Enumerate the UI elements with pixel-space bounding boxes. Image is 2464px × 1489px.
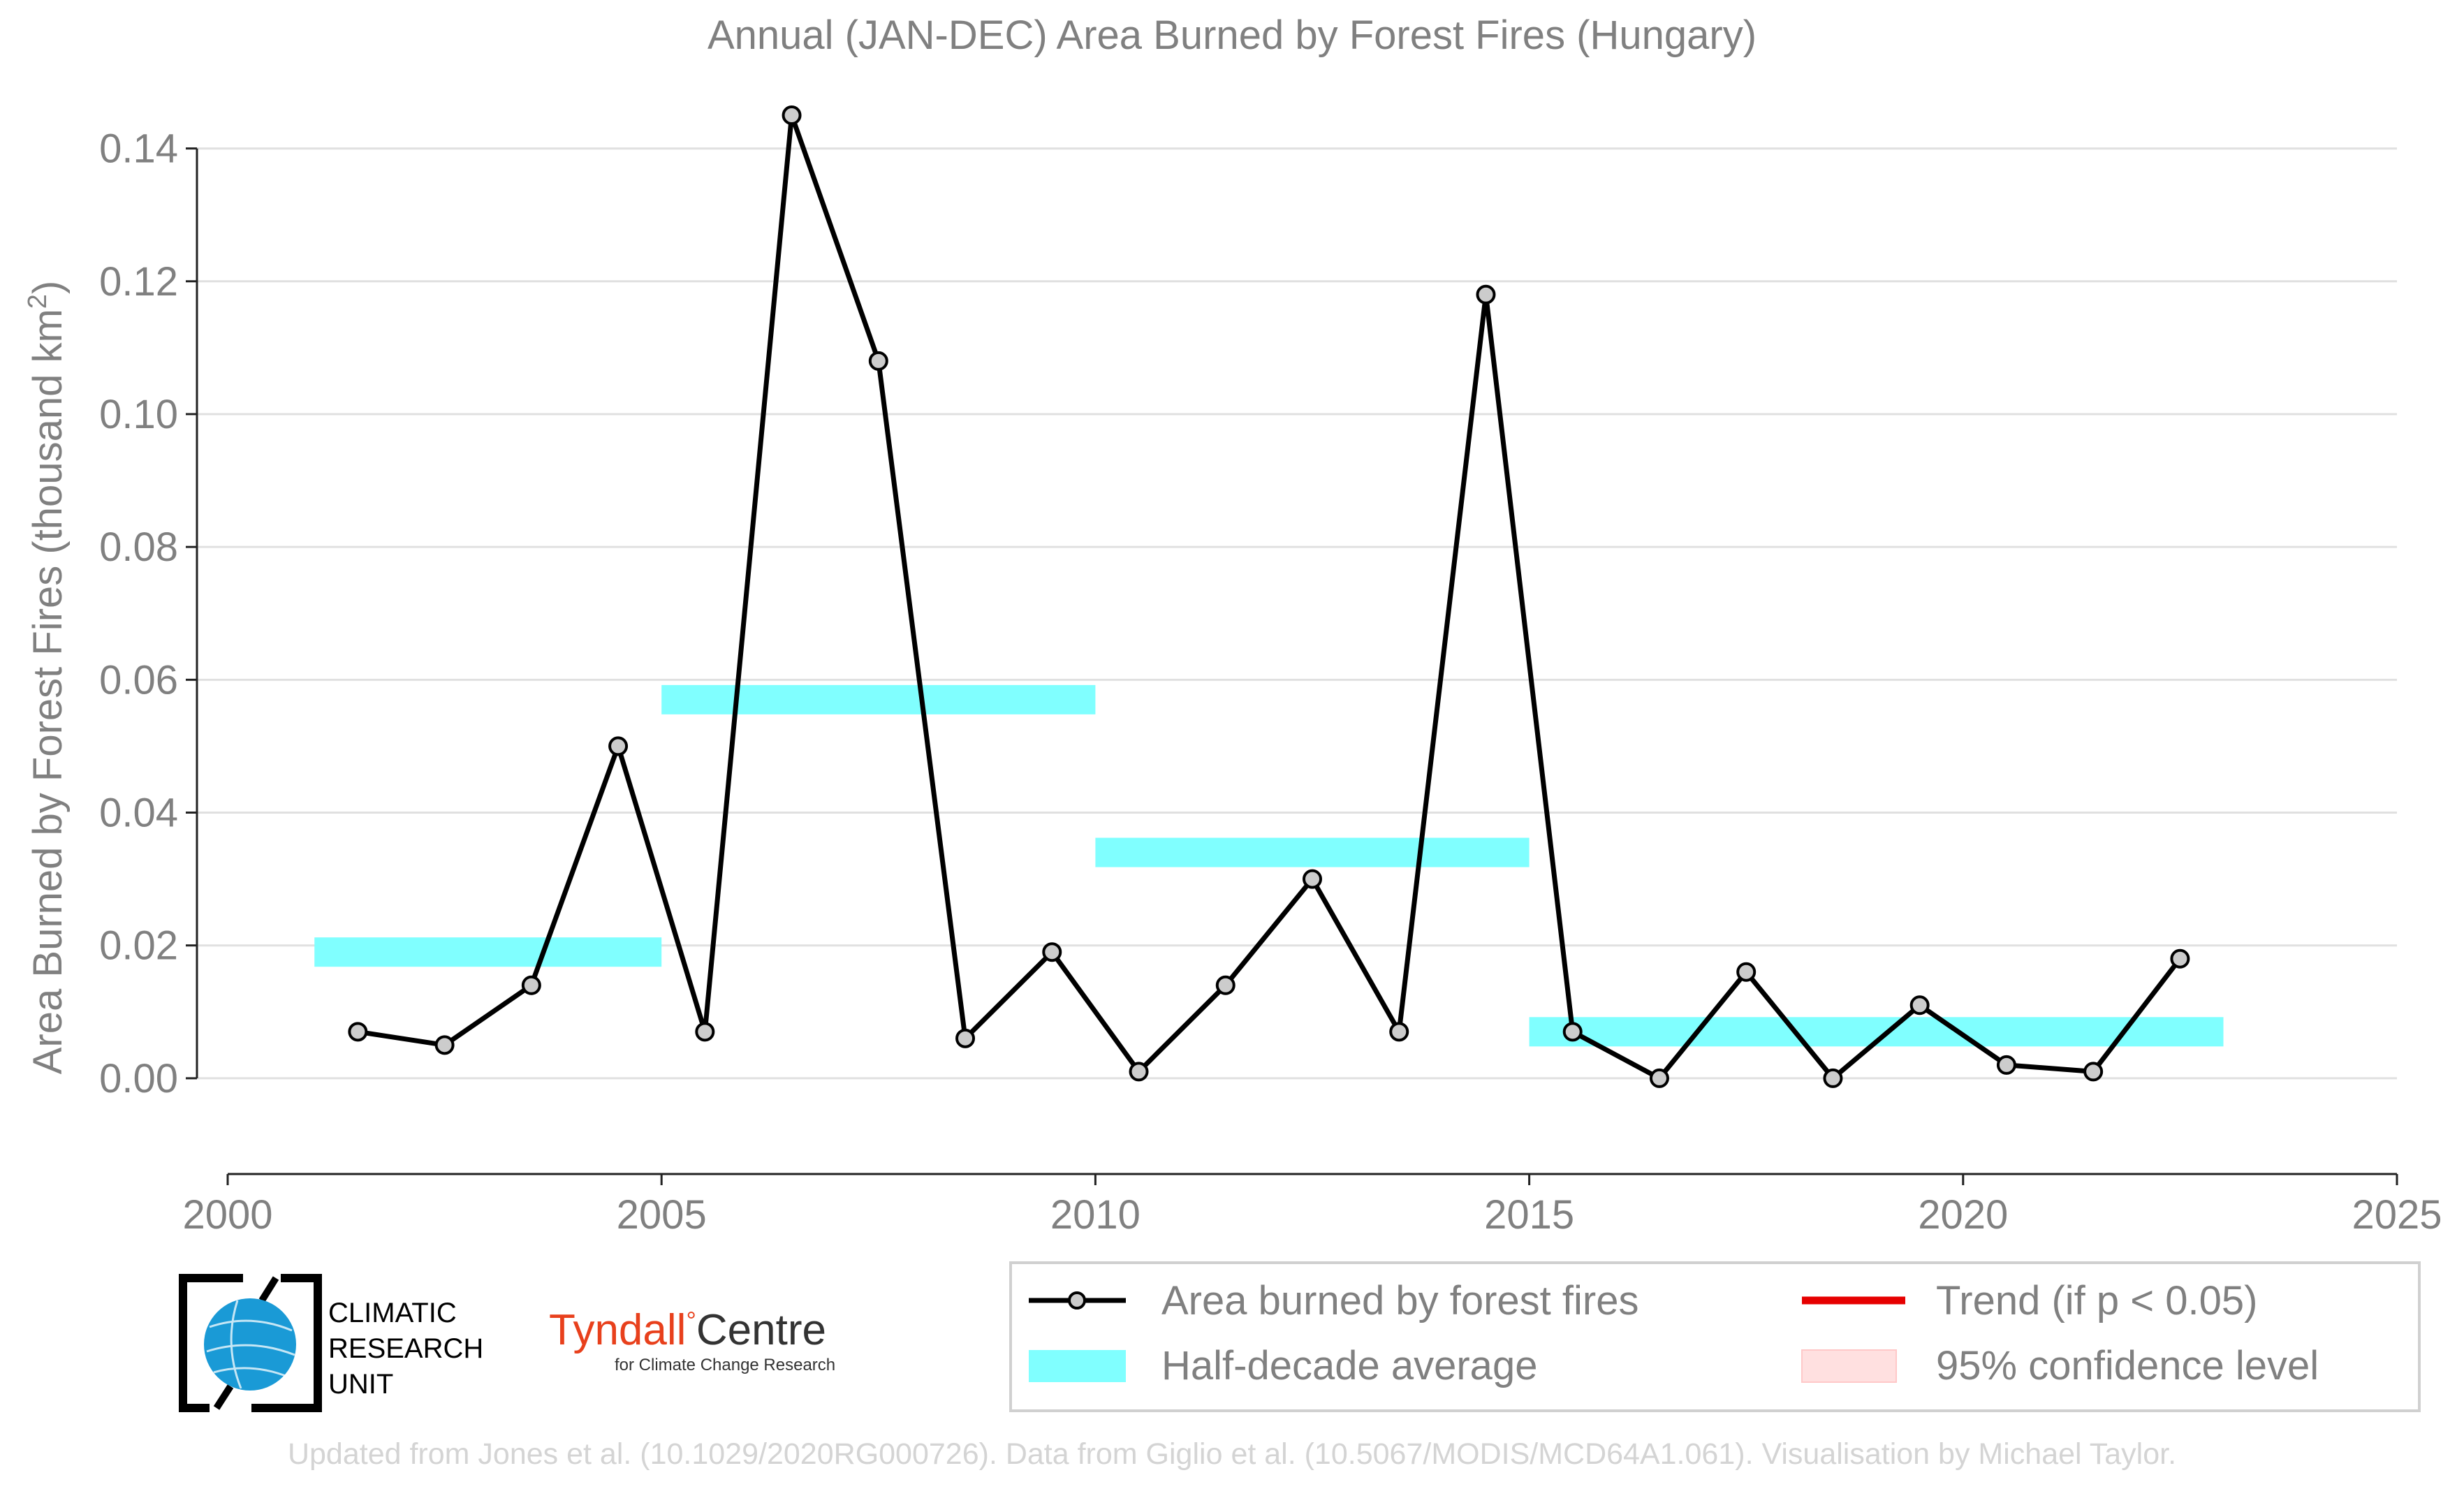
legend-swatch-half-decade <box>1029 1350 1126 1382</box>
tyndall-logo-tagline: for Climate Change Research <box>615 1356 835 1374</box>
legend-label-confidence: 95% confidence level <box>1936 1343 2319 1388</box>
cru-logo-bracket-right <box>251 1274 322 1412</box>
data-point <box>1736 962 1757 982</box>
cru-logo-slash-bottom <box>213 1384 234 1410</box>
data-point <box>1303 869 1322 889</box>
data-point <box>521 975 541 995</box>
y-tick-label: 0.10 <box>99 392 178 437</box>
legend-label-half-decade: Half-decade average <box>1161 1343 1537 1388</box>
tyndall-logo-title: Tyndall°Centre <box>549 1306 826 1354</box>
data-point <box>2170 948 2190 969</box>
data-point <box>782 105 802 126</box>
data-point <box>2083 1062 2104 1082</box>
data-point <box>1389 1022 1409 1042</box>
y-tick-label: 0.06 <box>99 657 178 703</box>
data-point <box>868 351 888 371</box>
cru-logo-line1: CLIMATIC <box>328 1298 457 1328</box>
data-point <box>1649 1068 1669 1088</box>
series-area-burned <box>348 105 2190 1088</box>
data-point <box>434 1035 455 1055</box>
y-tick-label: 0.00 <box>99 1056 178 1101</box>
y-tick-label: 0.04 <box>99 791 178 836</box>
cru-logo-line2: RESEARCH <box>328 1333 483 1364</box>
series-line <box>357 112 2183 1081</box>
y-axis-label: Area Burned by Forest Fires (thousand km… <box>23 281 71 1075</box>
data-point <box>608 736 629 756</box>
data-point <box>1823 1068 1843 1088</box>
footer-credit: Updated from Jones et al. (10.1029/2020R… <box>288 1437 2176 1471</box>
legend-marker-area-burned <box>1068 1291 1086 1310</box>
half-decade-bands <box>314 684 2224 1047</box>
y-tick-label: 0.02 <box>99 923 178 969</box>
data-point <box>1042 942 1062 962</box>
cru-logo-slash-top <box>258 1276 279 1303</box>
x-tick-label: 2015 <box>1484 1192 1574 1238</box>
data-point <box>348 1022 368 1042</box>
legend-swatch-confidence <box>1801 1349 1897 1383</box>
x-tick-label: 2025 <box>2352 1192 2442 1238</box>
x-tick-label: 2010 <box>1050 1192 1141 1238</box>
axes: 0.00 0.02 0.04 0.06 0.08 0.10 0.12 0.14 2000 2005… <box>99 126 2442 1238</box>
legend: Area burned by forest fires Trend (if p … <box>1009 1261 2421 1412</box>
data-point <box>1476 284 1496 305</box>
data-point <box>695 1022 715 1042</box>
legend-label-area-burned: Area burned by forest fires <box>1161 1278 1638 1323</box>
cru-globe-lines-icon <box>206 1300 295 1389</box>
half-decade-bar <box>1095 837 1530 867</box>
data-point <box>1996 1055 2016 1075</box>
legend-label-trend: Trend (if p < 0.05) <box>1936 1278 2257 1323</box>
data-point <box>1562 1022 1583 1042</box>
y-tick-label: 0.08 <box>99 525 178 570</box>
cru-logo-bracket-left <box>179 1274 243 1412</box>
y-tick-label: 0.12 <box>99 259 178 305</box>
half-decade-bar <box>661 684 1096 714</box>
half-decade-bar <box>314 937 662 967</box>
x-tick-label: 2005 <box>617 1192 707 1238</box>
chart-title: Annual (JAN-DEC) Area Burned by Forest F… <box>707 13 1757 58</box>
data-point <box>1129 1062 1149 1082</box>
x-tick-label: 2020 <box>1918 1192 2008 1238</box>
legend-frame <box>1009 1261 2421 1412</box>
cru-logo-line3: UNIT <box>328 1369 393 1400</box>
data-point <box>1909 995 1930 1015</box>
x-tick-label: 2000 <box>182 1192 272 1238</box>
data-point <box>1215 975 1235 995</box>
data-point <box>955 1028 976 1048</box>
y-tick-label: 0.14 <box>99 126 178 172</box>
cru-logo: CLIMATIC RESEARCH UNIT <box>179 1274 483 1412</box>
tyndall-logo: Tyndall°Centre for Climate Change Resear… <box>549 1306 835 1374</box>
